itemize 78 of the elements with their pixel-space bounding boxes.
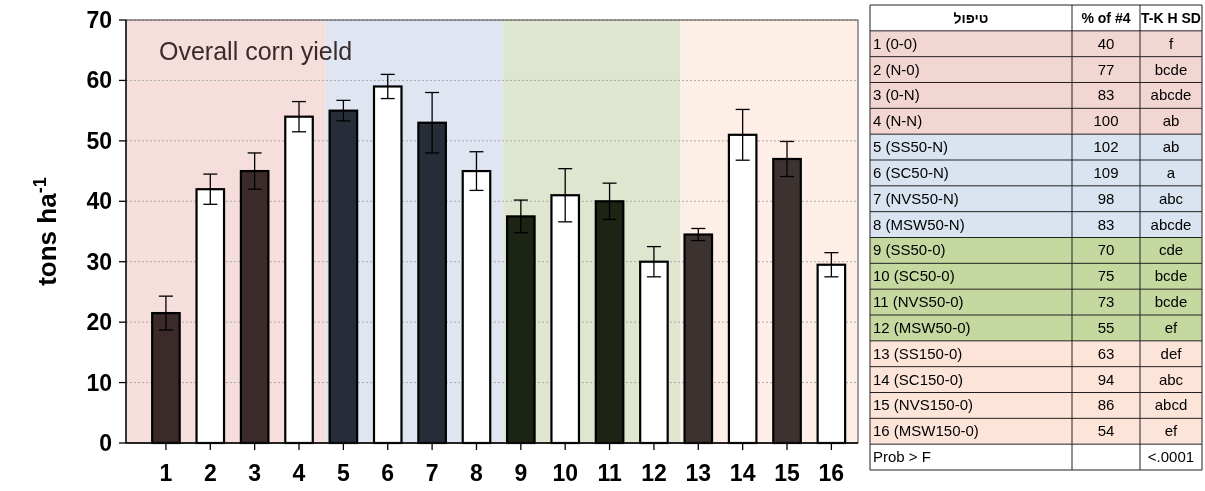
data-label: 83 xyxy=(1097,86,1115,104)
data-label: 83 xyxy=(1097,215,1115,233)
text: abcde xyxy=(1150,86,1192,104)
x-tick-label: 13 xyxy=(685,460,712,486)
data-label: 86 xyxy=(1097,396,1115,414)
x-tick-label: 6 xyxy=(381,460,395,486)
y-tick-label: 50 xyxy=(86,127,112,154)
category-label: 14 (SC150-0) xyxy=(873,370,964,388)
x-tick-label: 15 xyxy=(774,460,801,486)
category-label: Prob > F xyxy=(873,448,931,466)
category-label: 1 (0-0) xyxy=(873,34,918,52)
text: Overall corn yield xyxy=(159,37,353,65)
data-label: 100 xyxy=(1093,112,1119,130)
x-tick-label: 1 xyxy=(159,460,173,486)
category-label: 5 (SS50-N) xyxy=(873,138,949,156)
text: bcde xyxy=(1154,293,1188,311)
category-label: 4 (N-N) xyxy=(873,112,923,130)
y-tick-label: 70 xyxy=(86,7,112,33)
text: ab xyxy=(1162,112,1180,130)
category-label: 10 (SC50-0) xyxy=(873,267,955,285)
data-label: 63 xyxy=(1097,344,1115,362)
text: abc xyxy=(1158,370,1184,388)
y-tick-label: 0 xyxy=(99,430,112,456)
data-label: 54 xyxy=(1097,422,1115,440)
text: bcde xyxy=(1154,267,1188,285)
text: abcde xyxy=(1150,215,1192,233)
text: cde xyxy=(1158,241,1184,259)
x-tick-label: 16 xyxy=(818,460,845,486)
data-label: 55 xyxy=(1097,318,1115,336)
x-tick-label: 3 xyxy=(248,460,262,486)
data-label: 98 xyxy=(1097,189,1115,207)
text: ef xyxy=(1164,422,1179,440)
text: def xyxy=(1160,344,1183,362)
x-tick-label: 11 xyxy=(597,460,622,486)
text: abc xyxy=(1158,189,1184,207)
text: ab xyxy=(1162,138,1180,156)
category-label: 6 (SC50-N) xyxy=(873,163,949,181)
category-label: 7 (NVS50-N) xyxy=(873,189,959,207)
text: % of #4 xyxy=(1081,9,1131,26)
y-tick-label: 40 xyxy=(86,188,112,215)
data-label: 70 xyxy=(1097,241,1115,259)
category-label: 2 (N-0) xyxy=(873,60,920,78)
text: abcd xyxy=(1154,396,1188,414)
x-tick-label: 5 xyxy=(336,460,350,486)
text: ef xyxy=(1164,318,1179,336)
category-label: 3 (0-N) xyxy=(873,86,920,104)
y-tick-label: 60 xyxy=(86,67,112,94)
data-label: 73 xyxy=(1097,293,1115,311)
x-tick-label: 8 xyxy=(470,460,484,486)
data-label: 109 xyxy=(1093,163,1119,181)
y-tick-label: 20 xyxy=(86,309,112,336)
x-tick-label: 14 xyxy=(729,460,756,486)
x-tick-label: 10 xyxy=(552,460,578,486)
data-label: 94 xyxy=(1097,370,1115,388)
category-label: 13 (SS150-0) xyxy=(873,344,963,362)
text: טיפול xyxy=(953,9,989,26)
category-label: 11 (NVS50-0) xyxy=(873,293,964,311)
data-label: 40 xyxy=(1097,34,1115,52)
text: a xyxy=(1166,163,1176,181)
data-label: 77 xyxy=(1097,60,1115,78)
category-label: 8 (MSW50-N) xyxy=(873,215,965,233)
y-tick-label: 10 xyxy=(86,369,112,396)
data-label: 75 xyxy=(1097,267,1115,285)
data-label: 102 xyxy=(1093,138,1119,156)
x-tick-label: 4 xyxy=(292,460,306,486)
x-tick-label: 2 xyxy=(203,460,217,486)
category-label: 15 (NVS150-0) xyxy=(873,396,974,414)
x-tick-label: 9 xyxy=(514,460,528,486)
text: bcde xyxy=(1154,60,1188,78)
x-tick-label: 7 xyxy=(425,460,439,486)
category-label: 9 (SS50-0) xyxy=(873,241,946,259)
text: f xyxy=(1168,34,1174,52)
category-label: 16 (MSW150-0) xyxy=(873,422,979,440)
x-tick-label: 12 xyxy=(641,460,667,486)
text: <.0001 xyxy=(1147,448,1195,466)
category-label: 12 (MSW50-0) xyxy=(873,318,971,336)
y-tick-label: 30 xyxy=(86,248,112,275)
text: T-K H SD xyxy=(1141,9,1201,26)
